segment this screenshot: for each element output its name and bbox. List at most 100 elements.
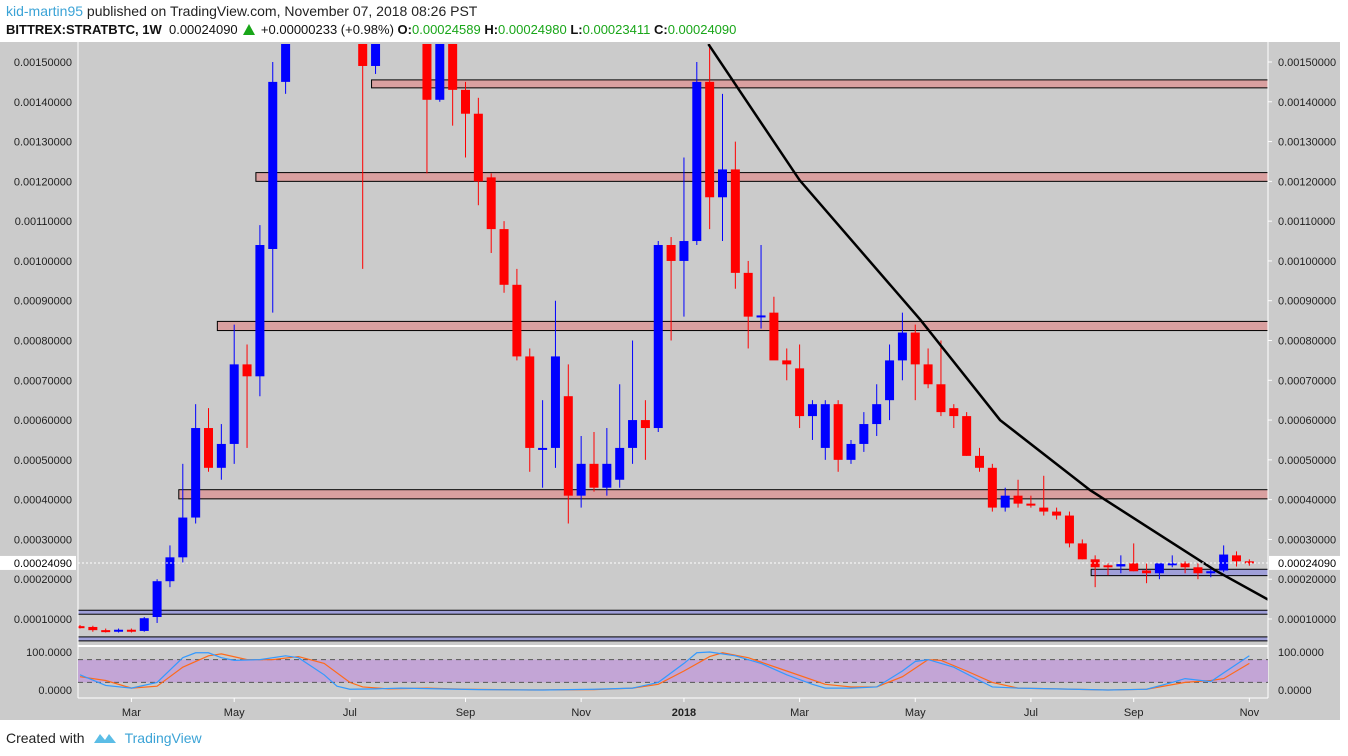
bearish-candle [769, 296, 779, 361]
candle-body [730, 169, 740, 273]
right-price-tick: 0.00090000 [1278, 296, 1336, 308]
bullish-candle [885, 344, 895, 421]
bearish-candle [242, 344, 252, 448]
candle-body [756, 315, 766, 318]
bullish-candle [615, 384, 625, 488]
candle-body [216, 443, 226, 468]
right-price-tick: 0.00080000 [1278, 336, 1336, 348]
left-price-tick: 0.00100000 [14, 256, 72, 268]
bearish-candle [1244, 559, 1254, 566]
right-price-tick: 0.00040000 [1278, 495, 1336, 507]
bearish-candle [88, 625, 98, 632]
candle-body [910, 332, 920, 365]
candle-body [692, 81, 702, 242]
support-zone [78, 636, 1268, 642]
bullish-candle [859, 412, 869, 452]
close-value: 0.00024090 [667, 22, 737, 37]
bullish-candle [679, 157, 689, 317]
bearish-candle [730, 141, 740, 289]
candle-body [486, 177, 496, 230]
time-tick-label: 2018 [672, 707, 696, 719]
candle-body [859, 424, 869, 444]
candle-body [1013, 495, 1023, 504]
candle-body [152, 581, 162, 618]
support-zone [1090, 568, 1268, 577]
left-price-tick: 0.00120000 [14, 176, 72, 188]
candle-body [962, 416, 972, 456]
bearish-candle [101, 628, 111, 633]
candle-body [499, 229, 509, 285]
candle-body [268, 81, 278, 249]
bullish-candle [152, 579, 162, 623]
bullish-candle [653, 241, 663, 433]
bearish-candle [422, 44, 432, 174]
candle-body [795, 368, 805, 417]
oscillator-left-tick: 100.0000 [26, 647, 72, 659]
candle-body [949, 408, 959, 417]
bullish-candle [628, 340, 638, 464]
candle-body [126, 629, 136, 632]
oscillator-right-tick: 100.0000 [1278, 647, 1324, 659]
right-price-tick: 0.00150000 [1278, 57, 1336, 69]
resistance-zone [371, 79, 1268, 89]
tradingview-link[interactable]: TradingView [124, 730, 202, 746]
candle-body [987, 467, 997, 508]
candle-body [628, 420, 638, 448]
bullish-candle [846, 439, 856, 464]
chart-panel[interactable]: 0.00010000 0.00010000 0.00020000 0.00020000… [0, 42, 1340, 720]
high-label: H: [484, 22, 499, 37]
candle-body [1129, 563, 1139, 572]
candle-body [576, 463, 586, 496]
candle-body [538, 447, 548, 450]
author-link[interactable]: kid-martin95 [6, 3, 84, 19]
resistance-zone [178, 489, 1268, 500]
candle-body [1142, 570, 1152, 574]
time-tick-label: Mar [122, 707, 141, 719]
right-price-tick: 0.00010000 [1278, 614, 1336, 626]
candle-body [165, 557, 175, 582]
candle-body [833, 404, 843, 460]
current-price-label-bg [0, 555, 76, 570]
candle-body [1154, 563, 1164, 574]
candle-body [550, 356, 560, 448]
candle-body [666, 245, 676, 261]
candle-body [191, 428, 201, 518]
left-price-tick: 0.00050000 [14, 455, 72, 467]
trendline [707, 44, 1268, 601]
bearish-candle [833, 400, 843, 472]
bullish-candle [807, 400, 817, 440]
bullish-candle [1154, 563, 1164, 580]
tradingview-logo-icon [93, 734, 116, 743]
support-zone [78, 609, 1268, 615]
candle-body [1232, 555, 1241, 562]
left-price-tick: 0.00060000 [14, 415, 72, 427]
time-tick-label: Nov [1240, 707, 1260, 719]
created-with-label: Created with [6, 730, 85, 746]
right-price-tick: 0.00110000 [1278, 216, 1335, 228]
current-price-label-bg [1269, 555, 1340, 570]
candle-body [1039, 507, 1049, 512]
time-tick-label: Sep [456, 707, 476, 719]
right-price-tick: 0.00060000 [1278, 415, 1336, 427]
bearish-candle [949, 404, 959, 429]
bearish-candle [987, 463, 997, 512]
candle-body [242, 364, 252, 377]
candle-body [923, 364, 933, 385]
bearish-candle [782, 348, 792, 381]
bullish-candle [165, 545, 175, 588]
bearish-candle [640, 400, 650, 460]
candle-body [1077, 543, 1087, 560]
candle-body [358, 44, 368, 66]
bearish-candle [204, 408, 213, 472]
price-chart[interactable]: 0.00010000 0.00010000 0.00020000 0.00020000… [0, 42, 1340, 720]
candle-body [1064, 515, 1074, 544]
candle-body [1000, 495, 1010, 508]
resistance-zone [255, 172, 1268, 182]
oscillator-pane [78, 651, 1268, 691]
candle-body [820, 404, 830, 448]
up-triangle-icon [243, 24, 256, 35]
left-price-tick: 0.00010000 [14, 614, 72, 626]
bullish-candle [602, 428, 612, 496]
bearish-candle [486, 173, 496, 253]
right-price-tick: 0.00020000 [1278, 574, 1336, 586]
